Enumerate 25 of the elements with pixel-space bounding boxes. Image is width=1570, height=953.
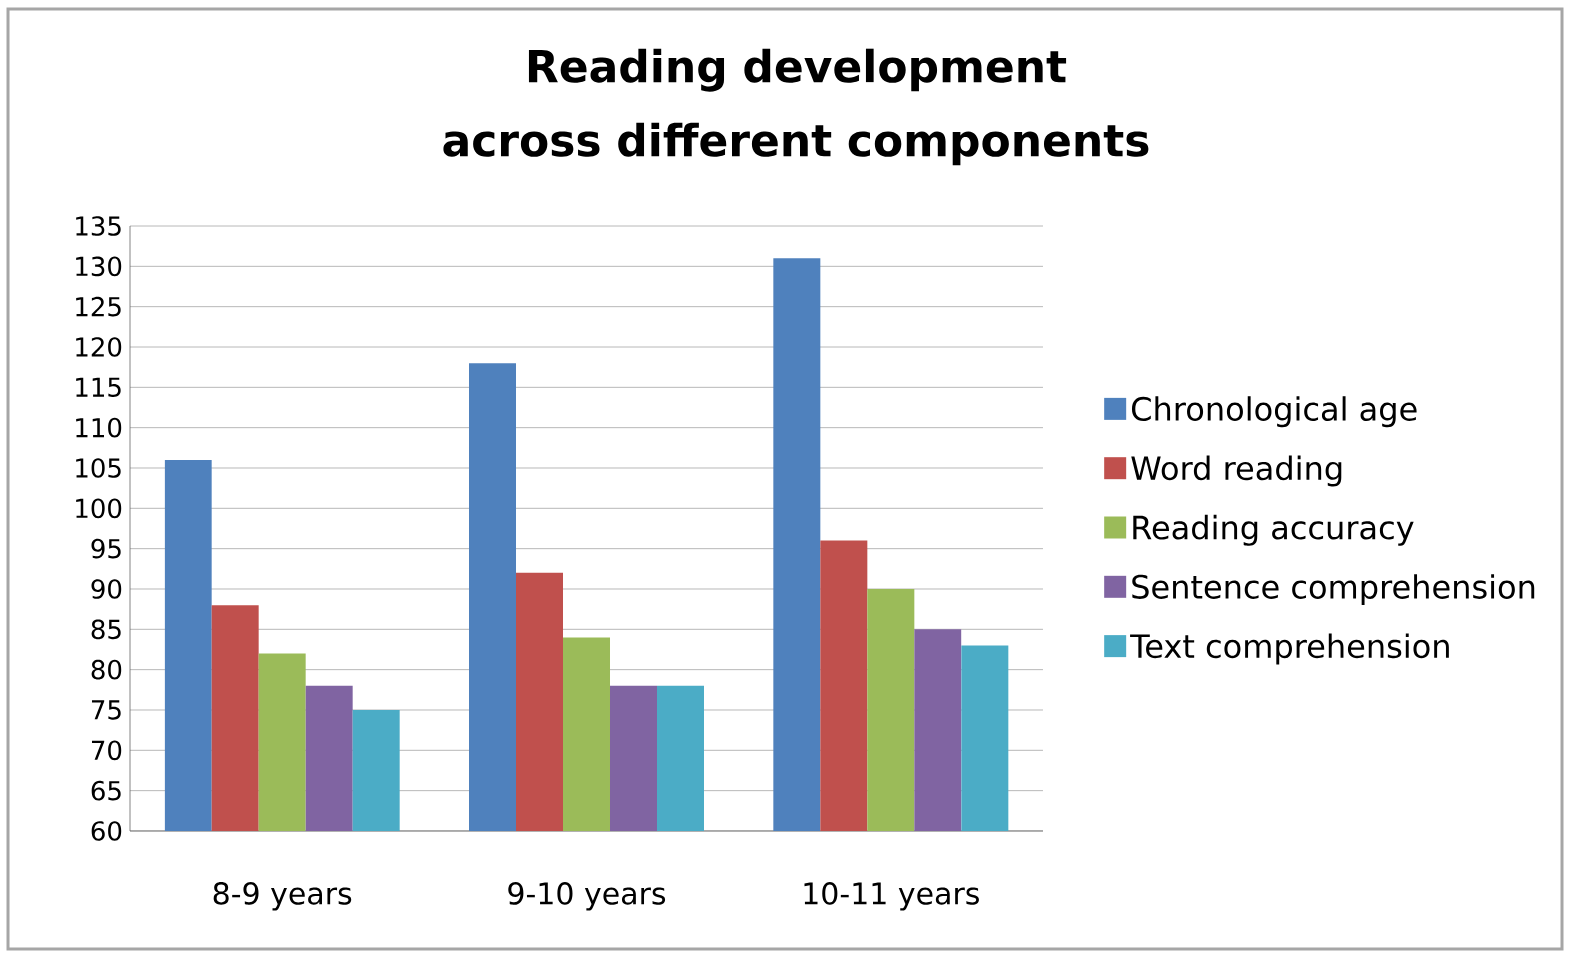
legend-label: Word reading — [1131, 455, 1342, 487]
y-tick-label: 80 — [91, 659, 122, 680]
x-tick-label: 8-9 years — [213, 882, 352, 911]
x-tick-label: 9-10 years — [508, 882, 666, 911]
y-tick-label: 110 — [76, 417, 122, 438]
y-tick-label: 120 — [76, 337, 122, 357]
y-tick-label: 100 — [76, 498, 122, 519]
y-tick-label: 115 — [76, 377, 121, 397]
legend-label: Text comprehension — [1130, 633, 1449, 665]
y-tick-label: 125 — [76, 296, 121, 317]
y-tick-label: 95 — [91, 538, 121, 559]
y-tick-label: 105 — [76, 458, 121, 478]
chart-title: Reading development across different components — [443, 48, 1149, 166]
y-tick-label: 130 — [76, 256, 122, 277]
legend-label: Reading accuracy — [1133, 514, 1414, 546]
y-tick-label: 70 — [91, 740, 122, 761]
y-tick-label: 60 — [91, 821, 122, 841]
y-tick-label: 135 — [76, 216, 121, 236]
y-tick-label: 75 — [91, 700, 121, 720]
y-tick-label: 65 — [91, 780, 121, 801]
y-tick-label: 85 — [91, 619, 121, 640]
x-tick-label: 10-11 years — [804, 882, 979, 911]
legend-label: Sentence comprehension — [1132, 574, 1535, 606]
legend-label: Chronological age — [1131, 396, 1417, 428]
y-tick-label: 90 — [91, 579, 122, 599]
